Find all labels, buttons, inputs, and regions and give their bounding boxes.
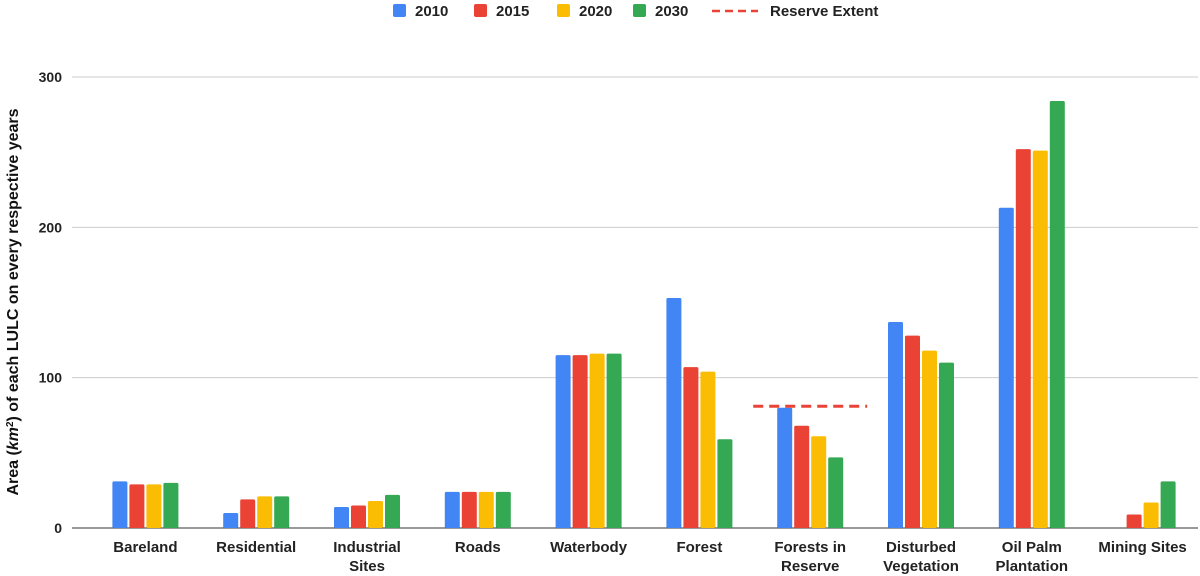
- bar: [998, 207, 1014, 529]
- bar: [146, 484, 162, 528]
- bar: [461, 491, 477, 528]
- bar: [777, 407, 793, 528]
- legend-label: Reserve Extent: [770, 3, 878, 20]
- bar: [811, 436, 827, 528]
- bar: [606, 353, 622, 528]
- category-label: Sites: [349, 558, 385, 575]
- category-label: Oil Palm: [1002, 539, 1062, 556]
- bar: [905, 335, 920, 528]
- legend-label: 2030: [655, 3, 688, 20]
- y-tick-label: 300: [39, 69, 63, 85]
- category-labels: Bareland Residential Industrial Sites Roads W…: [113, 539, 1186, 575]
- bar: [572, 355, 588, 528]
- bar: [1143, 502, 1159, 528]
- bar: [700, 371, 716, 528]
- bar: [274, 496, 290, 528]
- category-label: Disturbed: [886, 539, 956, 556]
- bar: [240, 499, 256, 528]
- bar: [666, 297, 682, 528]
- bar: [495, 491, 511, 528]
- bar: [1032, 150, 1048, 528]
- category-label: Bareland: [113, 539, 177, 556]
- bar: [589, 353, 605, 528]
- legend-swatch: [474, 4, 487, 17]
- y-axis-label: Area (km2) of each LULC on every respect…: [5, 108, 23, 495]
- bar: [1126, 514, 1142, 528]
- y-tick-label: 0: [54, 520, 62, 536]
- bar: [1160, 481, 1176, 528]
- bar: [939, 362, 954, 528]
- bar: [385, 494, 400, 528]
- bar: [257, 496, 273, 528]
- bar: [683, 367, 699, 528]
- category-label: Roads: [455, 539, 501, 556]
- category-label: Plantation: [996, 558, 1069, 575]
- category-label: Mining Sites: [1098, 539, 1186, 556]
- bar: [478, 491, 494, 528]
- bar: [129, 484, 145, 528]
- legend-label: 2010: [415, 3, 448, 20]
- legend-label: 2015: [496, 3, 529, 20]
- legend: 2010 2015 2020 2030 Reserve Extent: [393, 3, 878, 20]
- category-label: Waterbody: [550, 539, 628, 556]
- bar: [717, 439, 733, 528]
- legend-swatch: [557, 4, 570, 17]
- legend-label: 2020: [579, 3, 612, 20]
- bar: [368, 500, 383, 528]
- y-tick-label: 100: [39, 370, 63, 386]
- category-label: Industrial: [333, 539, 401, 556]
- bar: [163, 482, 179, 528]
- bar: [922, 350, 937, 528]
- bar: [828, 457, 844, 528]
- category-label: Forest: [676, 539, 722, 556]
- bar: [223, 512, 239, 528]
- bar: [351, 505, 366, 528]
- bar: [555, 355, 571, 528]
- bar: [888, 322, 903, 528]
- category-label: Reserve: [781, 558, 839, 575]
- category-label: Forests in: [774, 539, 846, 556]
- legend-swatch: [633, 4, 646, 17]
- legend-swatch: [393, 4, 406, 17]
- category-label: Residential: [216, 539, 296, 556]
- bar: [794, 425, 810, 528]
- bar: [1049, 101, 1065, 528]
- bar: [112, 481, 128, 528]
- y-axis-ticks: 0 100 200 300: [39, 69, 63, 536]
- category-label: Vegetation: [883, 558, 959, 575]
- bars: [112, 101, 1176, 529]
- y-tick-label: 200: [39, 219, 63, 235]
- bar: [444, 491, 460, 528]
- bar: [1015, 149, 1031, 528]
- bar: [334, 506, 349, 528]
